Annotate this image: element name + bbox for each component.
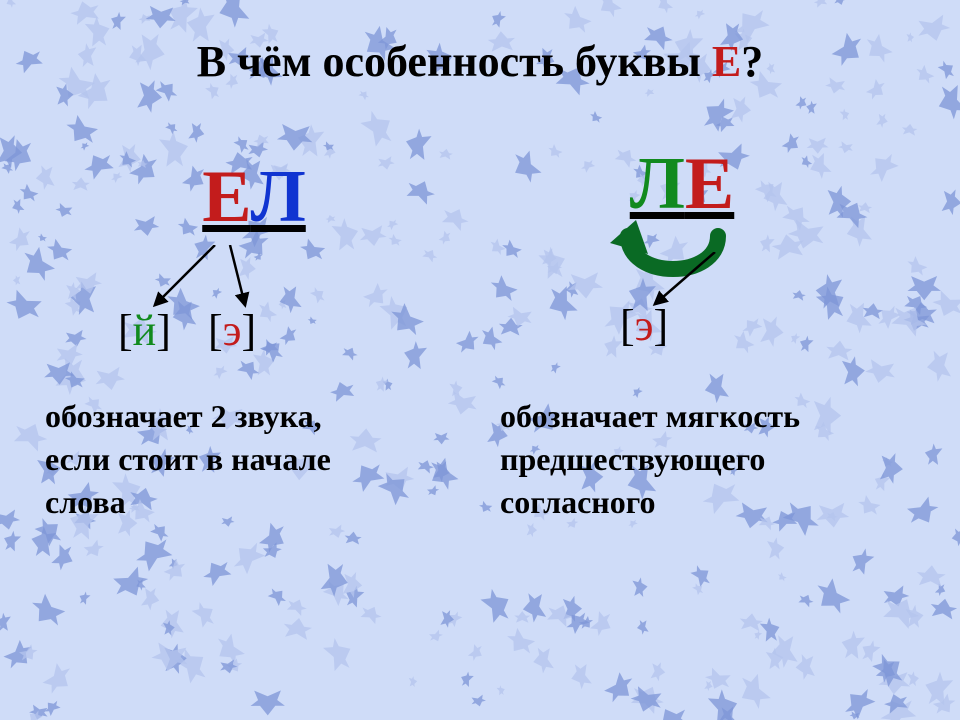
bracket-close: ] <box>242 306 257 355</box>
title-suffix: ? <box>741 37 763 86</box>
word-right: ЛЕ <box>572 142 792 227</box>
desc-left-line2: если стоит в начале <box>45 438 445 481</box>
word-left-letter-1: Е <box>202 156 250 238</box>
phon-left-1: [й] <box>118 305 171 356</box>
desc-right-line3: согласного <box>500 481 920 524</box>
bracket-open: [ <box>620 301 635 350</box>
bracket-open: [ <box>118 306 133 355</box>
word-left: ЕЛ <box>144 155 364 240</box>
bracket-open: [ <box>208 306 223 355</box>
phon-left-2: [э] <box>208 305 256 356</box>
phon-sound: э <box>223 306 242 355</box>
phon-sound: й <box>133 306 157 355</box>
bracket-close: ] <box>156 306 171 355</box>
desc-right-line1: обозначает мягкость <box>500 395 920 438</box>
desc-left-line1: обозначает 2 звука, <box>45 395 445 438</box>
description-left: обозначает 2 звука, если стоит в начале … <box>45 395 445 525</box>
phon-right: [э] <box>620 300 668 351</box>
phon-sound: э <box>635 301 654 350</box>
desc-left-line3: слова <box>45 481 445 524</box>
slide-content: В чём особенность буквы Е? ЕЛ ЛЕ [й] <box>0 0 960 720</box>
bracket-close: ] <box>654 301 669 350</box>
word-right-letter-1: Л <box>630 143 685 225</box>
word-left-letter-2: Л <box>251 156 306 238</box>
desc-right-line2: предшествующего <box>500 438 920 481</box>
title-accent-letter: Е <box>712 37 741 86</box>
description-right: обозначает мягкость предшествующего согл… <box>500 395 920 525</box>
slide-title: В чём особенность буквы Е? <box>0 36 960 87</box>
word-right-letter-2: Е <box>685 143 734 225</box>
title-prefix: В чём особенность буквы <box>197 37 712 86</box>
